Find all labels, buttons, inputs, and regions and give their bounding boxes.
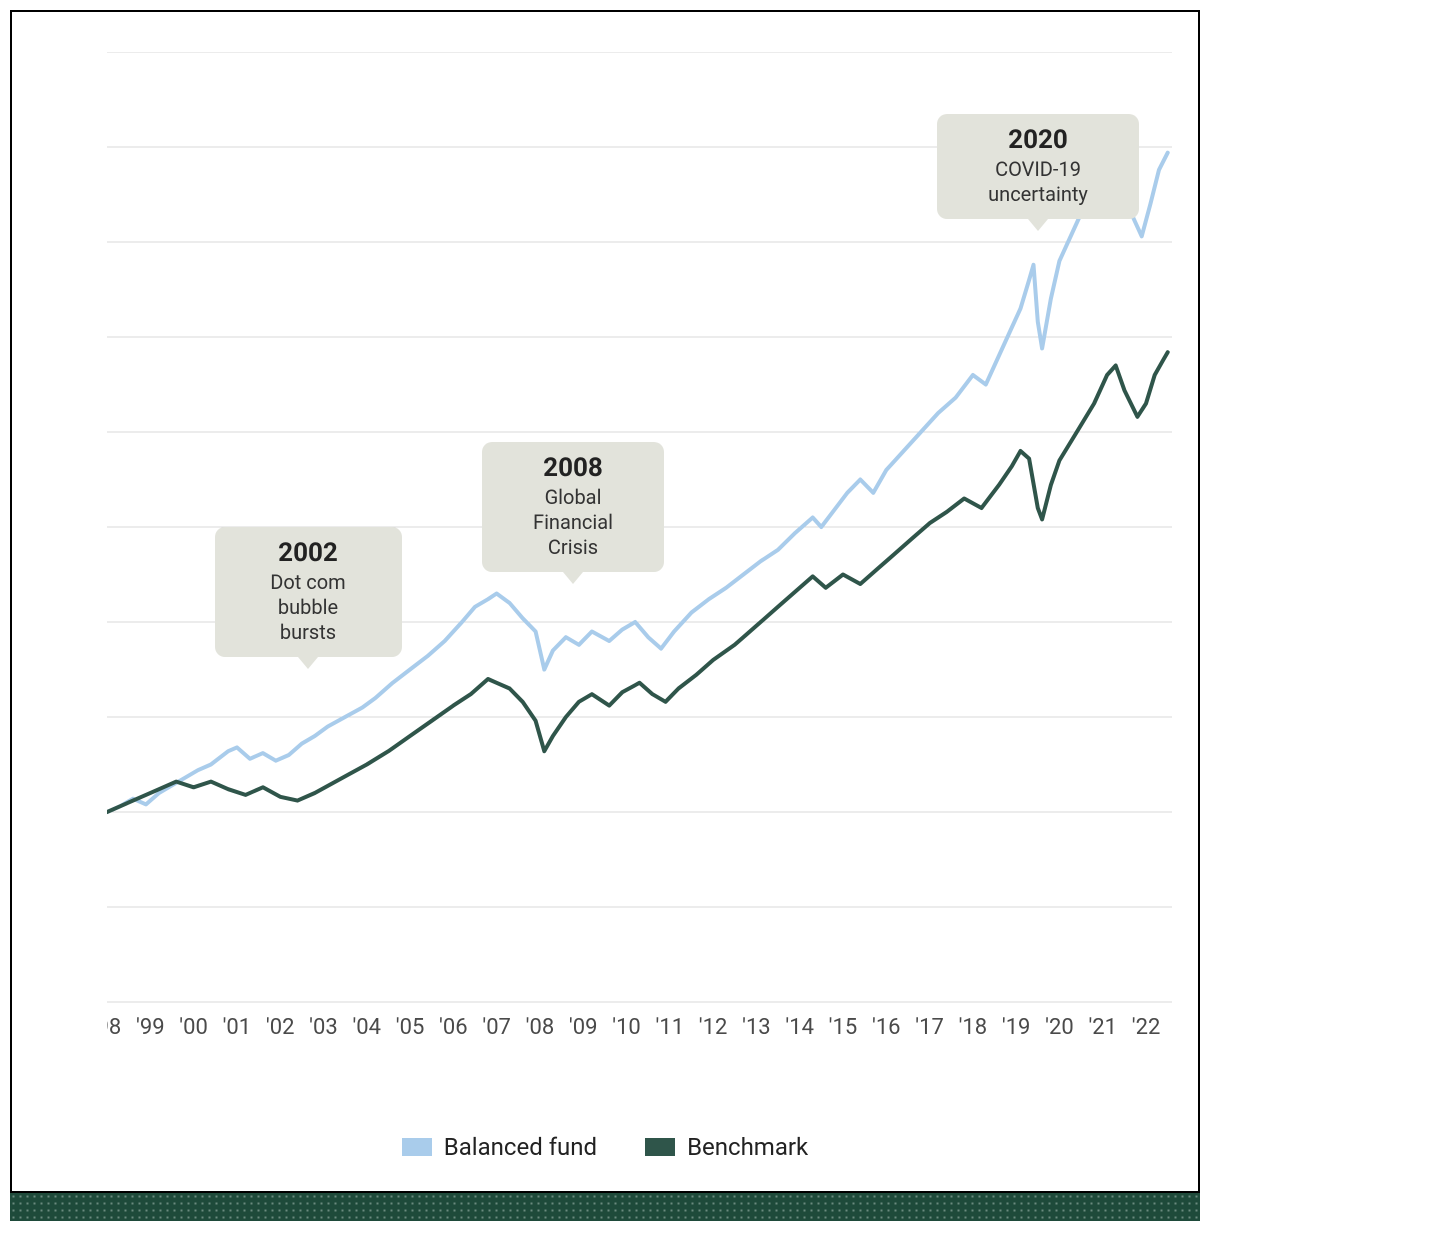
callout-year: 2002 xyxy=(231,537,386,570)
callout-year: 2020 xyxy=(953,124,1123,157)
svg-text:'02: '02 xyxy=(266,1015,295,1040)
svg-text:'03: '03 xyxy=(309,1015,338,1040)
callout-desc-line: Crisis xyxy=(498,535,648,560)
svg-text:'13: '13 xyxy=(742,1015,771,1040)
legend-swatch xyxy=(645,1138,675,1156)
svg-text:'05: '05 xyxy=(396,1015,425,1040)
svg-text:'17: '17 xyxy=(915,1015,944,1040)
svg-text:'14: '14 xyxy=(785,1015,814,1040)
svg-text:'22: '22 xyxy=(1132,1015,1161,1040)
legend-item-balanced-fund: Balanced fund xyxy=(402,1133,597,1161)
svg-text:'09: '09 xyxy=(569,1015,598,1040)
svg-text:'18: '18 xyxy=(959,1015,988,1040)
svg-text:'16: '16 xyxy=(872,1015,901,1040)
svg-text:'15: '15 xyxy=(829,1015,858,1040)
svg-text:'19: '19 xyxy=(1002,1015,1031,1040)
footer-dot-band xyxy=(10,1193,1200,1221)
svg-text:'01: '01 xyxy=(223,1015,252,1040)
svg-text:'00: '00 xyxy=(179,1015,208,1040)
callout-desc-line: bursts xyxy=(231,620,386,645)
callout-year: 2008 xyxy=(498,452,648,485)
legend-swatch xyxy=(402,1138,432,1156)
callout-desc-line: bubble xyxy=(231,595,386,620)
event-callout: 2020COVID-19uncertainty xyxy=(937,114,1139,219)
callout-desc-line: Global xyxy=(498,485,648,510)
svg-text:'98: '98 xyxy=(107,1015,121,1040)
event-callout: 2002Dot combubblebursts xyxy=(215,527,402,657)
legend-label: Balanced fund xyxy=(444,1133,597,1161)
callout-desc-line: COVID-19 xyxy=(953,157,1123,182)
svg-text:'11: '11 xyxy=(656,1015,685,1040)
svg-text:'08: '08 xyxy=(526,1015,555,1040)
legend-item-benchmark: Benchmark xyxy=(645,1133,808,1161)
svg-text:'04: '04 xyxy=(352,1015,381,1040)
svg-text:'20: '20 xyxy=(1045,1015,1074,1040)
legend-label: Benchmark xyxy=(687,1133,808,1161)
svg-text:'10: '10 xyxy=(612,1015,641,1040)
svg-text:'21: '21 xyxy=(1088,1015,1117,1040)
chart-frame: 050100150200250300350400450500 '98'99'00… xyxy=(10,10,1200,1193)
callout-desc-line: uncertainty xyxy=(953,182,1123,207)
event-callout: 2008GlobalFinancialCrisis xyxy=(482,442,664,572)
callout-desc-line: Dot com xyxy=(231,570,386,595)
svg-text:'12: '12 xyxy=(699,1015,728,1040)
callout-desc-line: Financial xyxy=(498,510,648,535)
svg-text:'99: '99 xyxy=(136,1015,165,1040)
svg-text:'06: '06 xyxy=(439,1015,468,1040)
legend: Balanced fund Benchmark xyxy=(12,1133,1198,1161)
svg-text:'07: '07 xyxy=(482,1015,511,1040)
